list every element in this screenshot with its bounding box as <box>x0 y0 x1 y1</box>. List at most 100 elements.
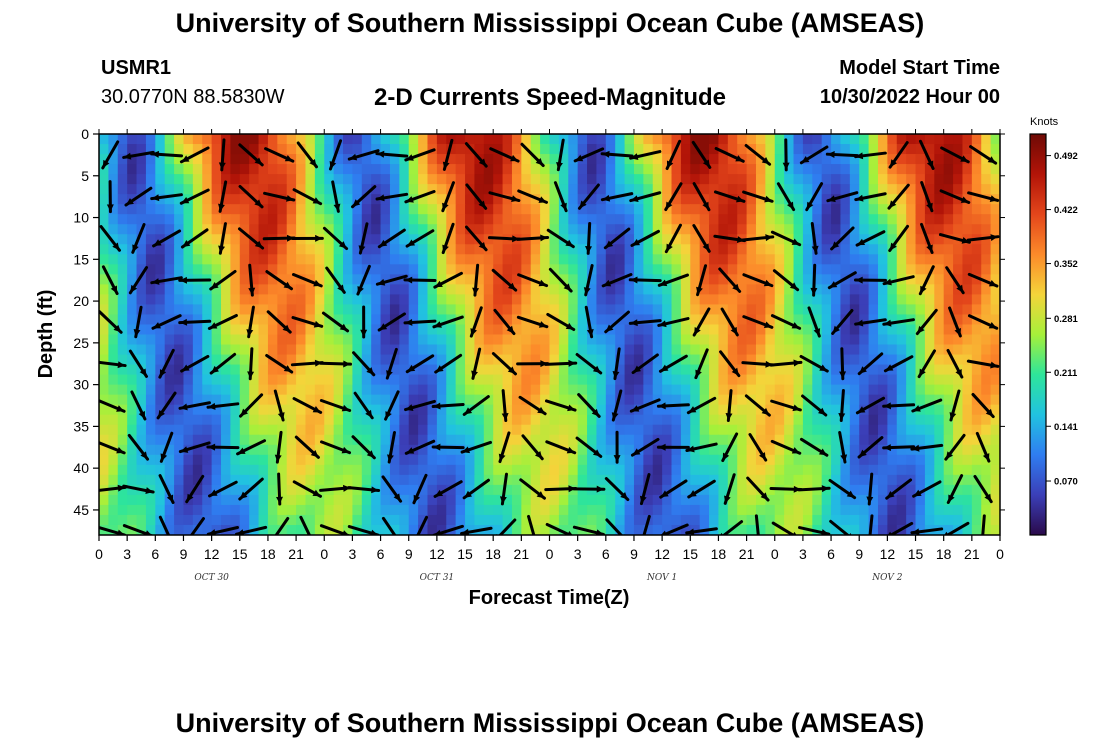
heatmap-cell <box>493 134 504 145</box>
heatmap-cell <box>596 244 607 255</box>
heatmap-cell <box>174 134 185 145</box>
heatmap-cell <box>436 234 447 245</box>
heatmap-cell <box>549 254 560 265</box>
heatmap-cell <box>465 384 476 396</box>
heatmap-cell <box>558 344 569 356</box>
heatmap-cell <box>192 294 203 306</box>
heatmap-cell <box>239 414 250 426</box>
heatmap-cell <box>981 334 992 346</box>
heatmap-cell <box>709 214 720 225</box>
heatmap-cell <box>577 404 588 416</box>
heatmap-cell <box>605 444 616 456</box>
heatmap-cell <box>418 254 429 265</box>
heatmap-cell <box>699 474 710 486</box>
heatmap-cell <box>296 394 307 406</box>
heatmap-cell <box>643 324 654 336</box>
heatmap-cell <box>709 364 720 376</box>
heatmap-cell <box>643 454 654 466</box>
heatmap-cell <box>840 284 851 295</box>
heatmap-cell <box>249 174 260 185</box>
heatmap-cell <box>380 394 391 406</box>
heatmap-cell <box>709 314 720 326</box>
heatmap-cell <box>352 364 363 376</box>
heatmap-cell <box>915 334 926 346</box>
heatmap-cell <box>962 364 973 376</box>
heatmap-cell <box>840 434 851 446</box>
heatmap-cell <box>540 264 551 275</box>
heatmap-cell <box>990 374 1000 386</box>
heatmap-cell <box>446 414 457 426</box>
heatmap-cell <box>793 504 804 516</box>
heatmap-cell <box>333 354 344 366</box>
heatmap-cell <box>108 244 119 255</box>
heatmap-cell <box>239 304 250 316</box>
heatmap-cell <box>446 504 457 516</box>
heatmap-cell <box>568 164 579 175</box>
heatmap-cell <box>436 424 447 436</box>
heatmap-cell <box>718 434 729 446</box>
heatmap-cell <box>455 214 466 225</box>
heatmap-cell <box>558 244 569 255</box>
heatmap-cell <box>361 494 372 506</box>
heatmap-cell <box>267 204 278 215</box>
current-arrow <box>218 180 228 213</box>
heatmap-cell <box>990 514 1000 526</box>
heatmap-cell <box>418 244 429 255</box>
current-arrow <box>405 229 435 248</box>
heatmap-cell <box>605 414 616 426</box>
heatmap-cell <box>831 244 842 255</box>
heatmap-cell <box>155 424 166 436</box>
heatmap-cell <box>343 344 354 356</box>
heatmap-cell <box>662 514 673 526</box>
heatmap-cell <box>793 304 804 316</box>
heatmap-cell <box>230 344 241 356</box>
heatmap-cell <box>680 254 691 265</box>
heatmap-cell <box>108 514 119 526</box>
y-tick-label: 45 <box>73 502 89 518</box>
heatmap-cell <box>605 394 616 406</box>
heatmap-cell <box>192 494 203 506</box>
heatmap-cell <box>596 354 607 366</box>
current-arrow <box>966 234 1000 242</box>
heatmap-cell <box>793 474 804 486</box>
heatmap-cell <box>136 344 147 356</box>
heatmap-cell <box>784 274 795 285</box>
heatmap-cell <box>587 464 598 476</box>
heatmap-cell <box>408 384 419 396</box>
heatmap-cell <box>859 374 870 386</box>
heatmap-cell <box>296 454 307 466</box>
heatmap-cell <box>108 434 119 446</box>
heatmap-cell <box>446 284 457 295</box>
heatmap-cell <box>896 464 907 476</box>
heatmap-cell <box>934 204 945 215</box>
heatmap-cell <box>990 404 1000 416</box>
heatmap-cell <box>943 414 954 426</box>
heatmap-cell <box>230 154 241 165</box>
heatmap-cell <box>305 474 316 486</box>
heatmap-cell <box>596 414 607 426</box>
heatmap-cell <box>127 394 138 406</box>
current-arrow <box>601 273 633 288</box>
heatmap-cell <box>314 404 325 416</box>
heatmap-cell <box>953 244 964 255</box>
current-arrow <box>99 525 127 535</box>
heatmap-cell <box>793 374 804 386</box>
heatmap-cell <box>277 224 288 235</box>
heatmap-cell <box>361 414 372 426</box>
heatmap-cell <box>934 464 945 476</box>
heatmap-cell <box>530 364 541 376</box>
heatmap-cell <box>183 394 194 406</box>
heatmap-cell <box>455 254 466 265</box>
heatmap-cell <box>718 234 729 245</box>
heatmap-cell <box>831 144 842 155</box>
heatmap-cell <box>727 464 738 476</box>
current-arrow <box>432 524 464 535</box>
heatmap-cell <box>953 274 964 285</box>
heatmap-cell <box>446 384 457 396</box>
heatmap-cell <box>483 184 494 195</box>
heatmap-cell <box>737 284 748 295</box>
heatmap-cell <box>436 434 447 446</box>
heatmap-cell <box>680 394 691 406</box>
heatmap-cell <box>934 304 945 316</box>
heatmap-cell <box>108 204 119 215</box>
